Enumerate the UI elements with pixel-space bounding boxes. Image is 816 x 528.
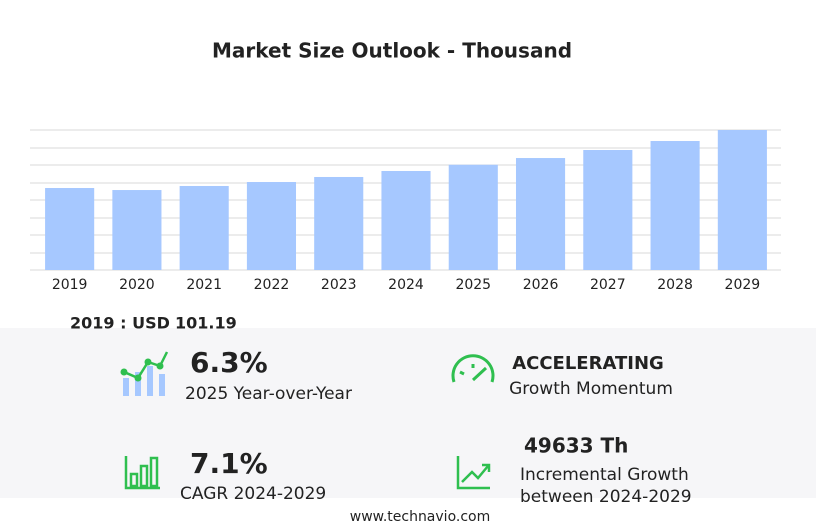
- cagr-icon: [124, 456, 160, 490]
- cagr-label: CAGR 2024-2029: [180, 484, 326, 504]
- bar: [112, 190, 162, 270]
- momentum-value: ACCELERATING: [512, 353, 664, 374]
- x-tick-label: 2021: [186, 277, 222, 293]
- incremental-value: 49633 Th: [524, 434, 628, 458]
- base-value: 101.19: [175, 314, 237, 333]
- x-tick-label: 2023: [321, 277, 357, 293]
- x-tick-label: 2026: [523, 277, 559, 293]
- momentum-label: Growth Momentum: [509, 379, 673, 399]
- bar: [246, 182, 297, 270]
- x-tick-label: 2024: [388, 277, 424, 293]
- bar: [448, 164, 498, 270]
- incremental-label: Incremental Growth: [520, 465, 689, 485]
- x-tick-label: 2020: [119, 277, 155, 293]
- bar: [583, 150, 633, 270]
- x-tick-label: 2022: [254, 277, 290, 293]
- bar: [717, 130, 767, 270]
- summary-panel: [0, 328, 816, 498]
- footer: www.technavio.com: [350, 509, 491, 525]
- momentum-icon: [451, 354, 495, 383]
- bar: [314, 176, 364, 270]
- yoy-label: 2025 Year-over-Year: [185, 384, 352, 404]
- incremental-icon: [456, 456, 491, 490]
- incremental-label: between 2024-2029: [520, 487, 692, 507]
- chart-title: Market Size Outlook - Thousand: [212, 39, 572, 63]
- bar: [381, 170, 431, 270]
- x-tick-label: 2029: [725, 277, 761, 293]
- bar: [515, 158, 566, 270]
- base-year: 2019 : USD: [70, 314, 170, 333]
- yoy-icon: [120, 351, 169, 396]
- yoy-value: 6.3%: [190, 346, 268, 379]
- x-tick-label: 2025: [455, 277, 491, 293]
- x-tick-label: 2019: [52, 277, 88, 293]
- x-tick-label: 2028: [657, 277, 693, 293]
- bar: [45, 188, 95, 270]
- x-tick-label: 2027: [590, 277, 626, 293]
- bar: [179, 185, 229, 270]
- bar: [650, 141, 700, 270]
- cagr-value: 7.1%: [190, 447, 268, 480]
